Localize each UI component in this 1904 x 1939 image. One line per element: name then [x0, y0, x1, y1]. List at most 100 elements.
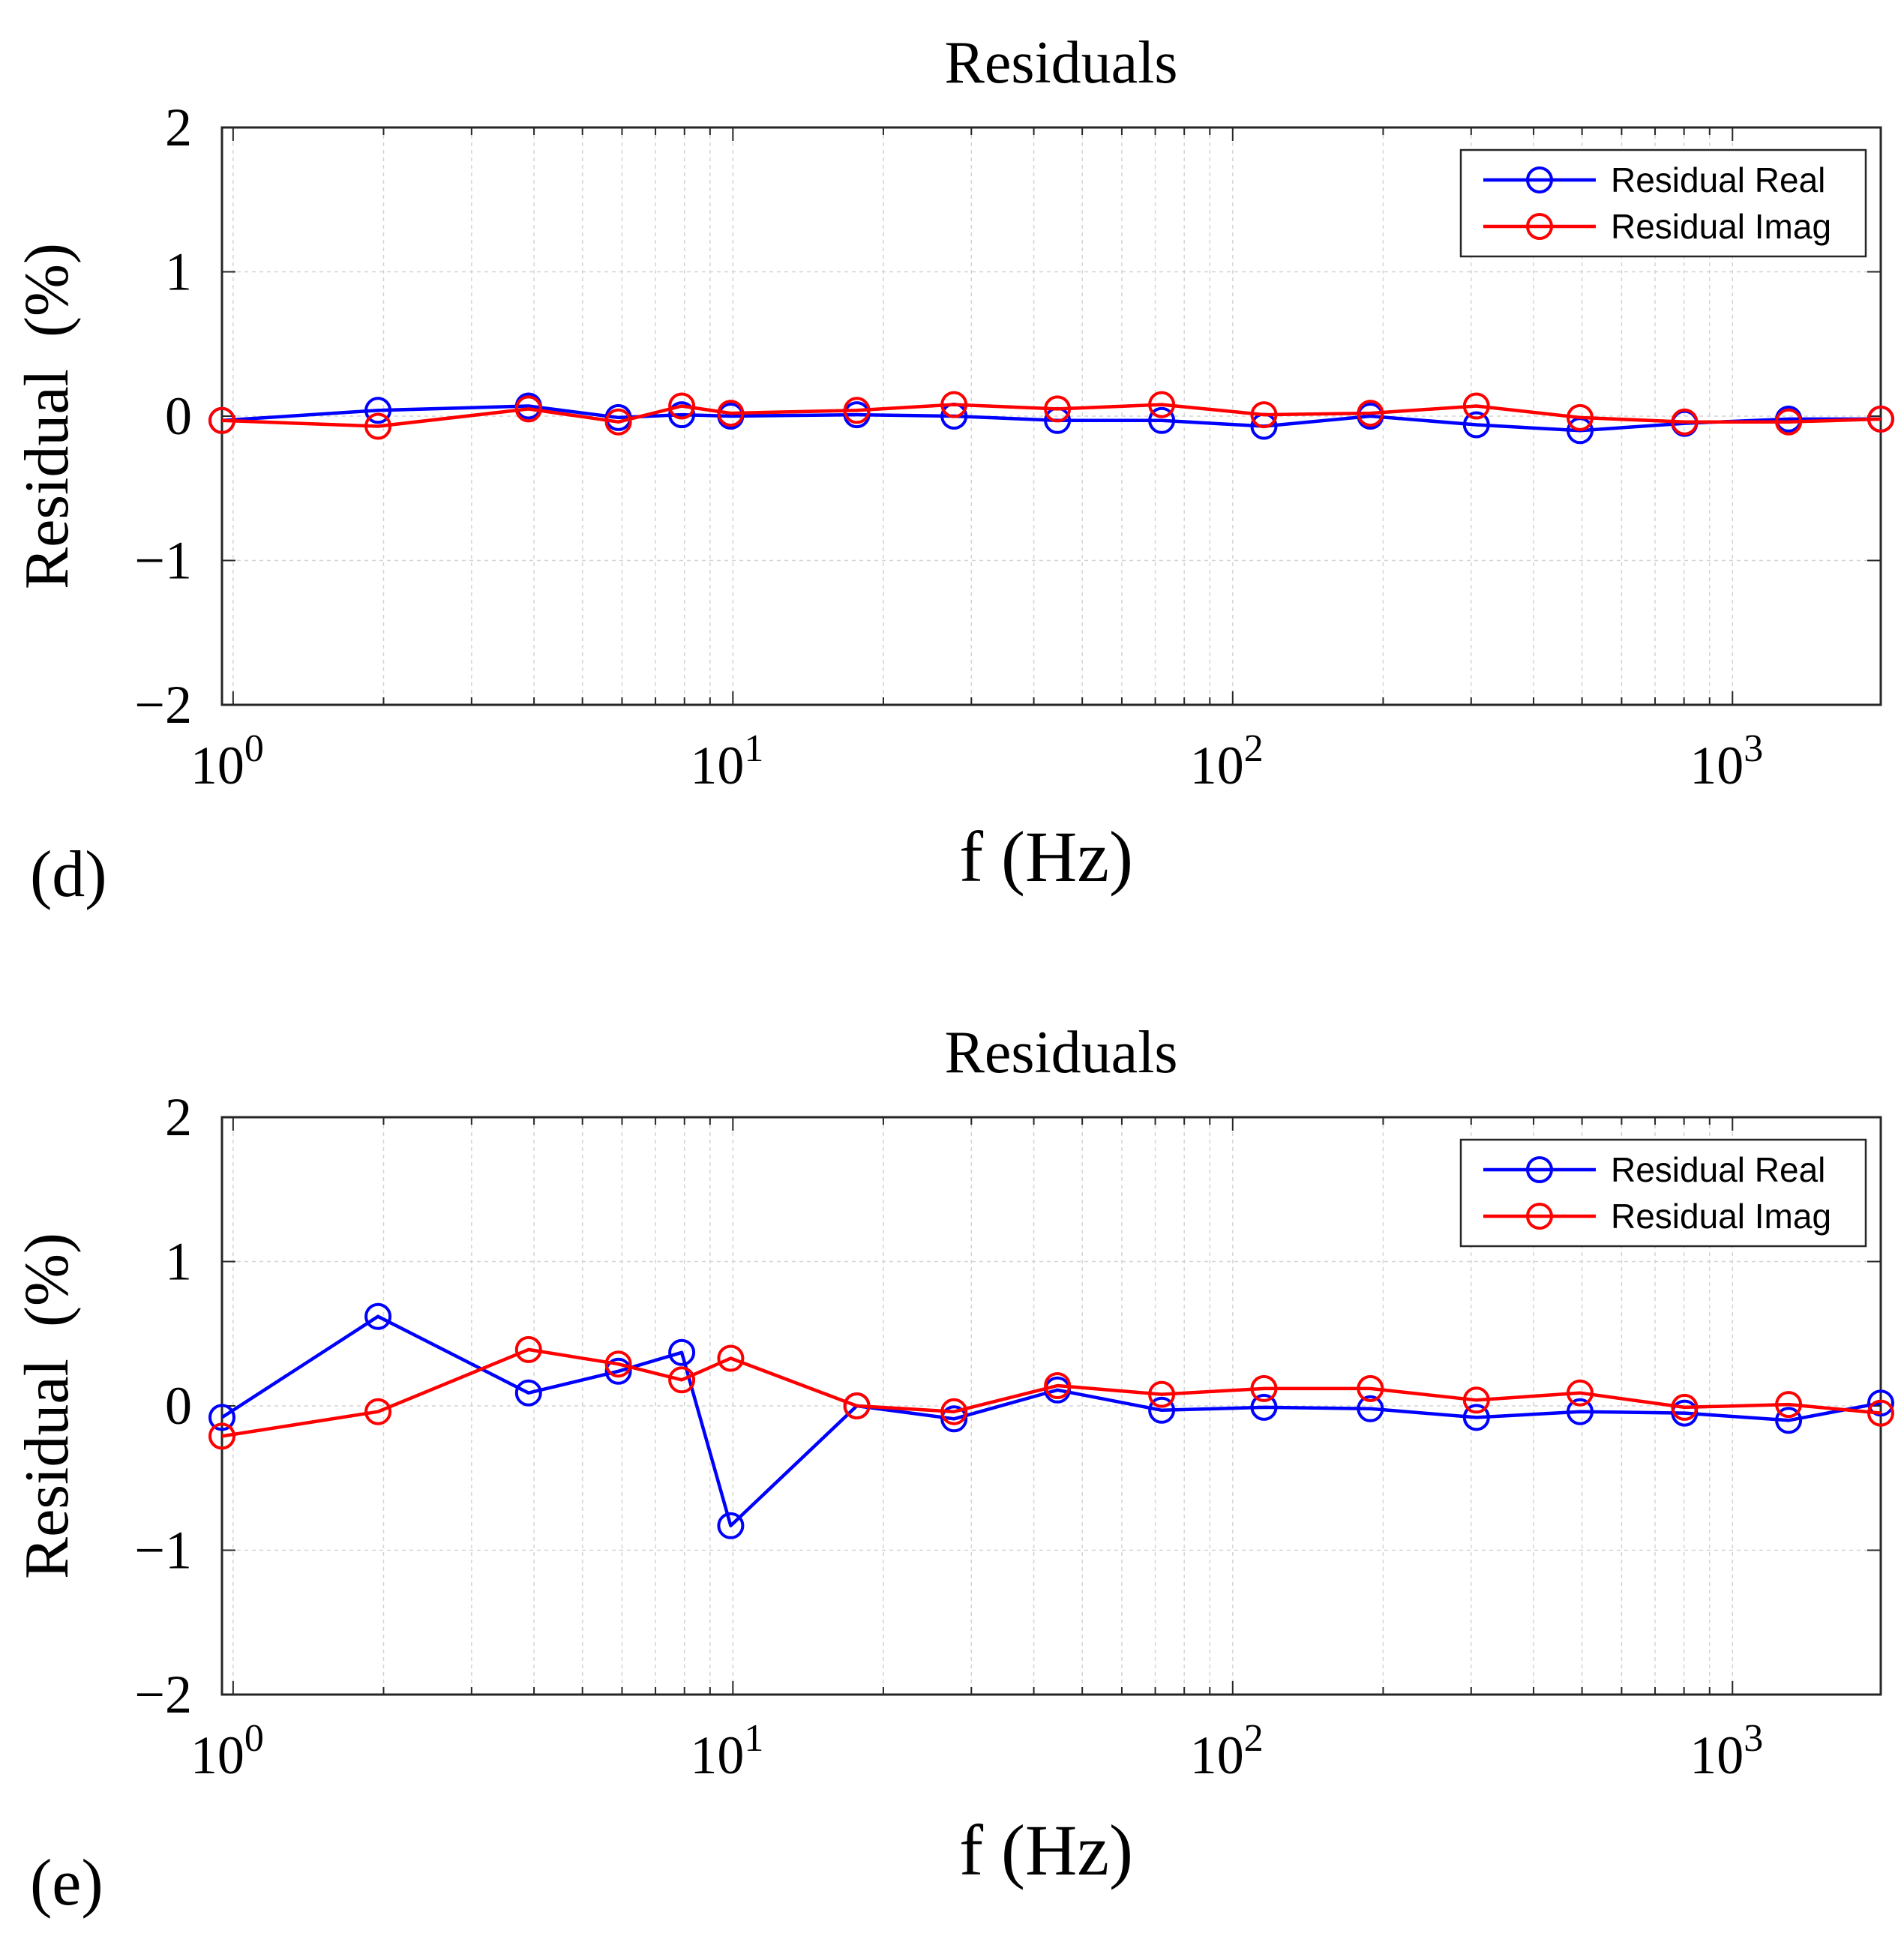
legend-item-residual-imag: Residual Imag	[1483, 1197, 1831, 1236]
data-point	[1567, 403, 1594, 431]
data-point	[1462, 1404, 1490, 1431]
y-tick-label: −1	[134, 531, 192, 591]
y-tick-label: 1	[165, 242, 192, 302]
data-point	[1462, 1386, 1490, 1414]
series-residual-imag	[208, 391, 1894, 440]
data-point	[364, 412, 392, 440]
data-point	[1671, 1393, 1699, 1421]
data-point	[668, 392, 696, 420]
data-point	[1357, 400, 1384, 427]
data-point	[1250, 401, 1278, 429]
data-point	[1671, 408, 1699, 436]
data-point	[940, 391, 968, 418]
data-point	[1567, 1398, 1594, 1425]
x-tick-label: 101	[690, 727, 763, 796]
data-point	[1567, 1379, 1594, 1407]
data-point	[1867, 1399, 1894, 1427]
y-tick-label: 1	[165, 1232, 192, 1292]
data-point	[1775, 1391, 1803, 1419]
y-tick-label: 0	[165, 1376, 192, 1436]
data-point	[1867, 1389, 1894, 1417]
data-point	[208, 1404, 235, 1431]
legend-marker	[1526, 1203, 1553, 1230]
x-axis-label: f (Hz)	[959, 817, 1133, 897]
data-point	[668, 401, 696, 429]
y-axis-label: Residual (%)	[12, 1233, 82, 1579]
legend-marker	[1526, 166, 1553, 193]
data-point	[1148, 406, 1176, 434]
data-point	[843, 397, 871, 424]
data-point	[364, 1302, 392, 1330]
data-point	[1044, 1372, 1072, 1399]
y-tick-label: 0	[165, 386, 192, 446]
data-point	[514, 1379, 542, 1407]
panel-label: (e)	[30, 1847, 103, 1920]
data-point	[208, 406, 235, 434]
series-line	[220, 1314, 1882, 1528]
y-tick-label: 2	[165, 1087, 192, 1147]
x-tick-label: 103	[1690, 727, 1763, 796]
data-point	[1250, 1393, 1278, 1421]
data-point	[514, 1335, 542, 1363]
legend-item-residual-imag: Residual Imag	[1483, 207, 1831, 246]
x-tick-label: 103	[1690, 1717, 1763, 1785]
data-point	[940, 1405, 968, 1433]
legend-label: Residual Real	[1611, 1150, 1825, 1189]
data-point	[940, 1398, 968, 1425]
legend-item-residual-real: Residual Real	[1483, 160, 1825, 199]
data-point	[717, 1512, 745, 1539]
data-point	[604, 1350, 632, 1378]
legend-box	[1459, 1138, 1867, 1248]
legend-marker	[1526, 213, 1553, 240]
data-point	[843, 1392, 871, 1419]
data-point	[1357, 1374, 1384, 1402]
x-tick-label: 102	[1190, 727, 1264, 796]
y-tick-label: −2	[134, 1665, 192, 1725]
data-point	[514, 395, 542, 423]
chart-title: Residuals	[944, 30, 1177, 96]
x-tick-label: 102	[1190, 1717, 1264, 1785]
legend-label: Residual Imag	[1611, 1197, 1831, 1236]
data-point	[364, 1398, 392, 1425]
legend-box	[1459, 148, 1867, 258]
data-point	[1775, 1407, 1803, 1434]
data-point	[1148, 1396, 1176, 1424]
data-point	[208, 1422, 235, 1450]
data-point	[1250, 1374, 1278, 1402]
series-residual-imag	[208, 1335, 1894, 1450]
data-point	[1462, 392, 1490, 420]
y-tick-label: −1	[134, 1521, 192, 1581]
x-tick-label: 100	[190, 727, 264, 796]
legend-label: Residual Imag	[1611, 207, 1831, 246]
y-axis-label: Residual (%)	[12, 243, 82, 589]
data-point	[1775, 408, 1803, 436]
series-line	[221, 403, 1882, 428]
legend: Residual Real Residual Imag	[1459, 148, 1867, 258]
axes-box	[220, 126, 1882, 706]
data-point	[1148, 1380, 1176, 1408]
data-point	[1148, 391, 1176, 418]
panel-label: (d)	[30, 838, 107, 911]
chart-title: Residuals	[944, 1020, 1177, 1086]
x-axis-label: f (Hz)	[959, 1810, 1133, 1890]
series-line	[221, 1347, 1882, 1438]
x-tick-label: 101	[690, 1717, 763, 1785]
data-point	[1867, 405, 1894, 433]
data-point	[717, 1344, 745, 1372]
legend: Residual Real Residual Imag	[1459, 1138, 1867, 1248]
y-tick-label: 2	[165, 97, 192, 157]
data-point	[604, 1357, 632, 1385]
data-point	[1044, 395, 1072, 423]
data-point	[1462, 411, 1490, 439]
data-point	[364, 397, 392, 424]
x-tick-label: 100	[190, 1717, 264, 1785]
data-point	[668, 1338, 696, 1366]
data-point	[717, 400, 745, 427]
data-point	[668, 1366, 696, 1394]
legend-marker	[1526, 1156, 1553, 1183]
legend-item-residual-real: Residual Real	[1483, 1150, 1825, 1189]
data-point	[604, 408, 632, 436]
